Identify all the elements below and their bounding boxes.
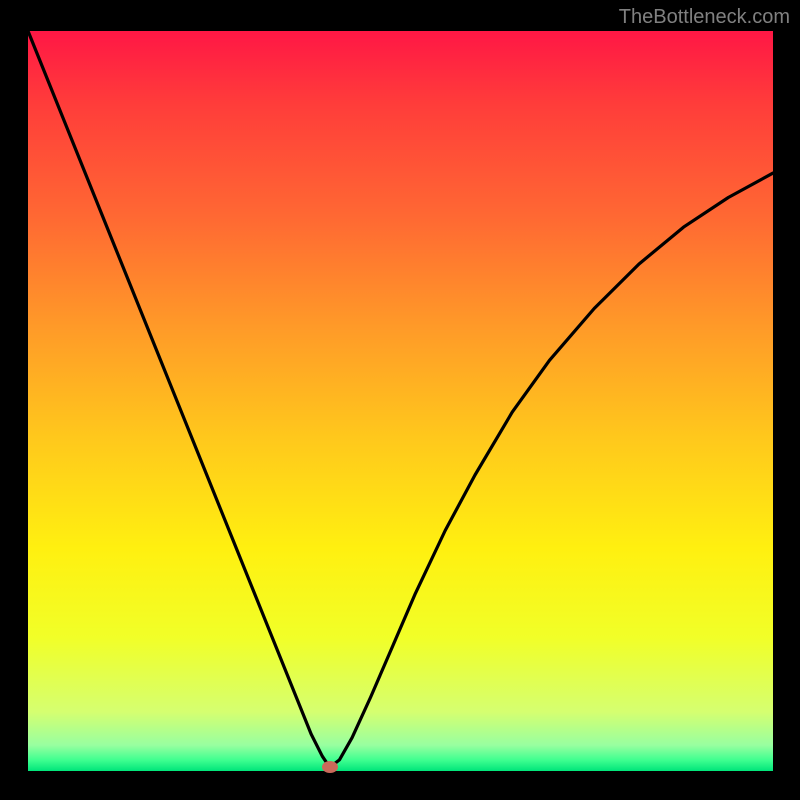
bottleneck-curve-svg — [28, 31, 773, 771]
data-point-marker — [322, 761, 338, 773]
chart-container: TheBottleneck.com — [0, 0, 800, 800]
watermark-text: TheBottleneck.com — [619, 6, 790, 29]
plot-area — [28, 31, 773, 771]
bottleneck-curve — [28, 31, 773, 767]
